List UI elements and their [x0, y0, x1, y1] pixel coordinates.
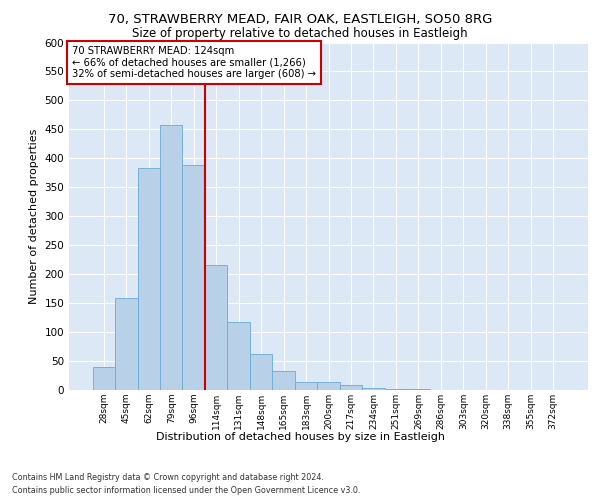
Bar: [137, 168, 160, 390]
Bar: [250, 354, 272, 390]
Text: 70 STRAWBERRY MEAD: 124sqm
← 66% of detached houses are smaller (1,266)
32% of s: 70 STRAWBERRY MEAD: 124sqm ← 66% of deta…: [71, 46, 316, 79]
Text: Contains HM Land Registry data © Crown copyright and database right 2024.: Contains HM Land Registry data © Crown c…: [12, 472, 324, 482]
Bar: [385, 389, 407, 390]
Bar: [205, 266, 227, 390]
Y-axis label: Number of detached properties: Number of detached properties: [29, 128, 39, 304]
Text: Contains public sector information licensed under the Open Government Licence v3: Contains public sector information licen…: [12, 486, 361, 495]
Text: Size of property relative to detached houses in Eastleigh: Size of property relative to detached ho…: [132, 28, 468, 40]
Text: 70, STRAWBERRY MEAD, FAIR OAK, EASTLEIGH, SO50 8RG: 70, STRAWBERRY MEAD, FAIR OAK, EASTLEIGH…: [108, 12, 492, 26]
Bar: [362, 388, 385, 390]
Bar: [92, 367, 115, 390]
Bar: [295, 382, 317, 390]
Text: Distribution of detached houses by size in Eastleigh: Distribution of detached houses by size …: [155, 432, 445, 442]
Bar: [317, 382, 340, 390]
Bar: [182, 166, 205, 390]
Bar: [115, 298, 137, 390]
Bar: [340, 386, 362, 390]
Bar: [272, 372, 295, 390]
Bar: [227, 322, 250, 390]
Bar: [160, 126, 182, 390]
